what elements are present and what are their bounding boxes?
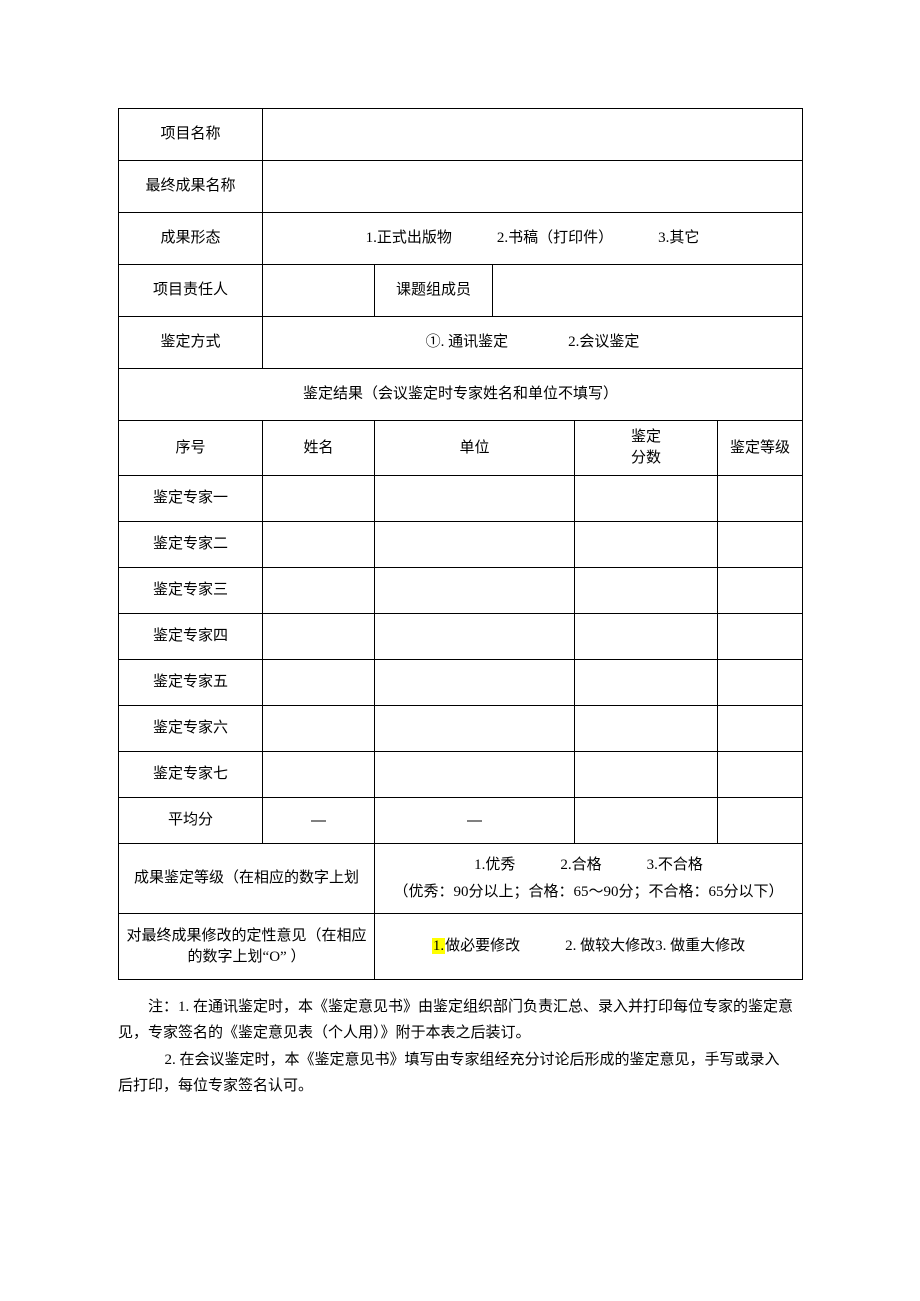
average-score <box>575 798 718 844</box>
expert-label: 鉴定专家三 <box>119 568 263 614</box>
opinion-highlight: 1. <box>432 938 445 954</box>
expert-score <box>575 660 718 706</box>
opinion-label-line2: 的数字上划“O” ） <box>119 947 374 968</box>
expert-score <box>575 476 718 522</box>
expert-grade <box>718 752 803 798</box>
expert-label: 鉴定专家六 <box>119 706 263 752</box>
result-header: 鉴定结果（会议鉴定时专家姓名和单位不填写） <box>119 369 803 421</box>
col-unit: 单位 <box>375 421 575 476</box>
note-1b: 见，专家签名的《鉴定意见表（个人用）》附于本表之后装订。 <box>118 1020 802 1046</box>
opinion-options: 1.做必要修改 2. 做较大修改3. 做重大修改 <box>375 914 803 980</box>
expert-grade <box>718 614 803 660</box>
notes: 注：1. 在通讯鉴定时，本《鉴定意见书》由鉴定组织部门负责汇总、录入并打印每位专… <box>118 994 802 1099</box>
expert-row: 鉴定专家四 <box>119 614 803 660</box>
expert-score <box>575 614 718 660</box>
grade-options-line2: （优秀：90分以上；合格：65～90分；不合格：65分以下） <box>375 882 802 903</box>
expert-row: 鉴定专家五 <box>119 660 803 706</box>
expert-unit <box>375 706 575 752</box>
group-members-value <box>493 265 803 317</box>
opinion-label: 对最终成果修改的定性意见（在相应 的数字上划“O” ） <box>119 914 375 980</box>
result-form-options: 1.正式出版物 2.书稿（打印件） 3.其它 <box>263 213 803 265</box>
expert-row: 鉴定专家七 <box>119 752 803 798</box>
expert-label: 鉴定专家五 <box>119 660 263 706</box>
appraisal-table: 项目名称 最终成果名称 成果形态 1.正式出版物 2.书稿（打印件） 3.其它 … <box>118 108 803 980</box>
note-1a: 注：1. 在通讯鉴定时，本《鉴定意见书》由鉴定组织部门负责汇总、录入并打印每位专… <box>118 994 802 1020</box>
expert-name <box>263 752 375 798</box>
project-leader-value <box>263 265 375 317</box>
expert-score <box>575 568 718 614</box>
col-grade: 鉴定等级 <box>718 421 803 476</box>
expert-name <box>263 568 375 614</box>
average-label: 平均分 <box>119 798 263 844</box>
opinion-label-line1: 对最终成果修改的定性意见（在相应 <box>119 926 374 947</box>
expert-score <box>575 706 718 752</box>
expert-unit <box>375 614 575 660</box>
expert-label: 鉴定专家七 <box>119 752 263 798</box>
appraisal-method-label: 鉴定方式 <box>119 317 263 369</box>
expert-name <box>263 614 375 660</box>
note-2a: 2. 在会议鉴定时，本《鉴定意见书》填写由专家组经充分讨论后形成的鉴定意见，手写… <box>118 1047 802 1073</box>
expert-name <box>263 476 375 522</box>
col-score: 鉴定 分数 <box>575 421 718 476</box>
expert-score <box>575 752 718 798</box>
result-form-label: 成果形态 <box>119 213 263 265</box>
expert-grade <box>718 476 803 522</box>
expert-grade <box>718 522 803 568</box>
expert-score <box>575 522 718 568</box>
project-leader-label: 项目责任人 <box>119 265 263 317</box>
grade-label: 成果鉴定等级（在相应的数字上划 <box>119 844 375 914</box>
final-result-name-label: 最终成果名称 <box>119 161 263 213</box>
expert-row: 鉴定专家六 <box>119 706 803 752</box>
expert-label: 鉴定专家二 <box>119 522 263 568</box>
expert-unit <box>375 660 575 706</box>
expert-name <box>263 706 375 752</box>
expert-row: 鉴定专家一 <box>119 476 803 522</box>
project-name-label: 项目名称 <box>119 109 263 161</box>
average-name-dash: — <box>263 798 375 844</box>
expert-label: 鉴定专家一 <box>119 476 263 522</box>
expert-row: 鉴定专家二 <box>119 522 803 568</box>
opinion-rest: 做必要修改 2. 做较大修改3. 做重大修改 <box>445 938 745 954</box>
average-unit-dash: — <box>375 798 575 844</box>
appraisal-method-options: ①. 通讯鉴定 2.会议鉴定 <box>263 317 803 369</box>
expert-grade <box>718 706 803 752</box>
project-name-value <box>263 109 803 161</box>
expert-unit <box>375 522 575 568</box>
expert-unit <box>375 752 575 798</box>
final-result-name-value <box>263 161 803 213</box>
expert-grade <box>718 660 803 706</box>
expert-name <box>263 522 375 568</box>
expert-label: 鉴定专家四 <box>119 614 263 660</box>
col-seq: 序号 <box>119 421 263 476</box>
average-grade <box>718 798 803 844</box>
expert-grade <box>718 568 803 614</box>
grade-options: 1.优秀 2.合格 3.不合格 （优秀：90分以上；合格：65～90分；不合格：… <box>375 844 803 914</box>
expert-name <box>263 660 375 706</box>
col-name: 姓名 <box>263 421 375 476</box>
note-2b: 后打印，每位专家签名认可。 <box>118 1073 802 1099</box>
expert-row: 鉴定专家三 <box>119 568 803 614</box>
grade-options-line1: 1.优秀 2.合格 3.不合格 <box>375 855 802 876</box>
expert-unit <box>375 476 575 522</box>
expert-unit <box>375 568 575 614</box>
group-members-label: 课题组成员 <box>375 265 493 317</box>
